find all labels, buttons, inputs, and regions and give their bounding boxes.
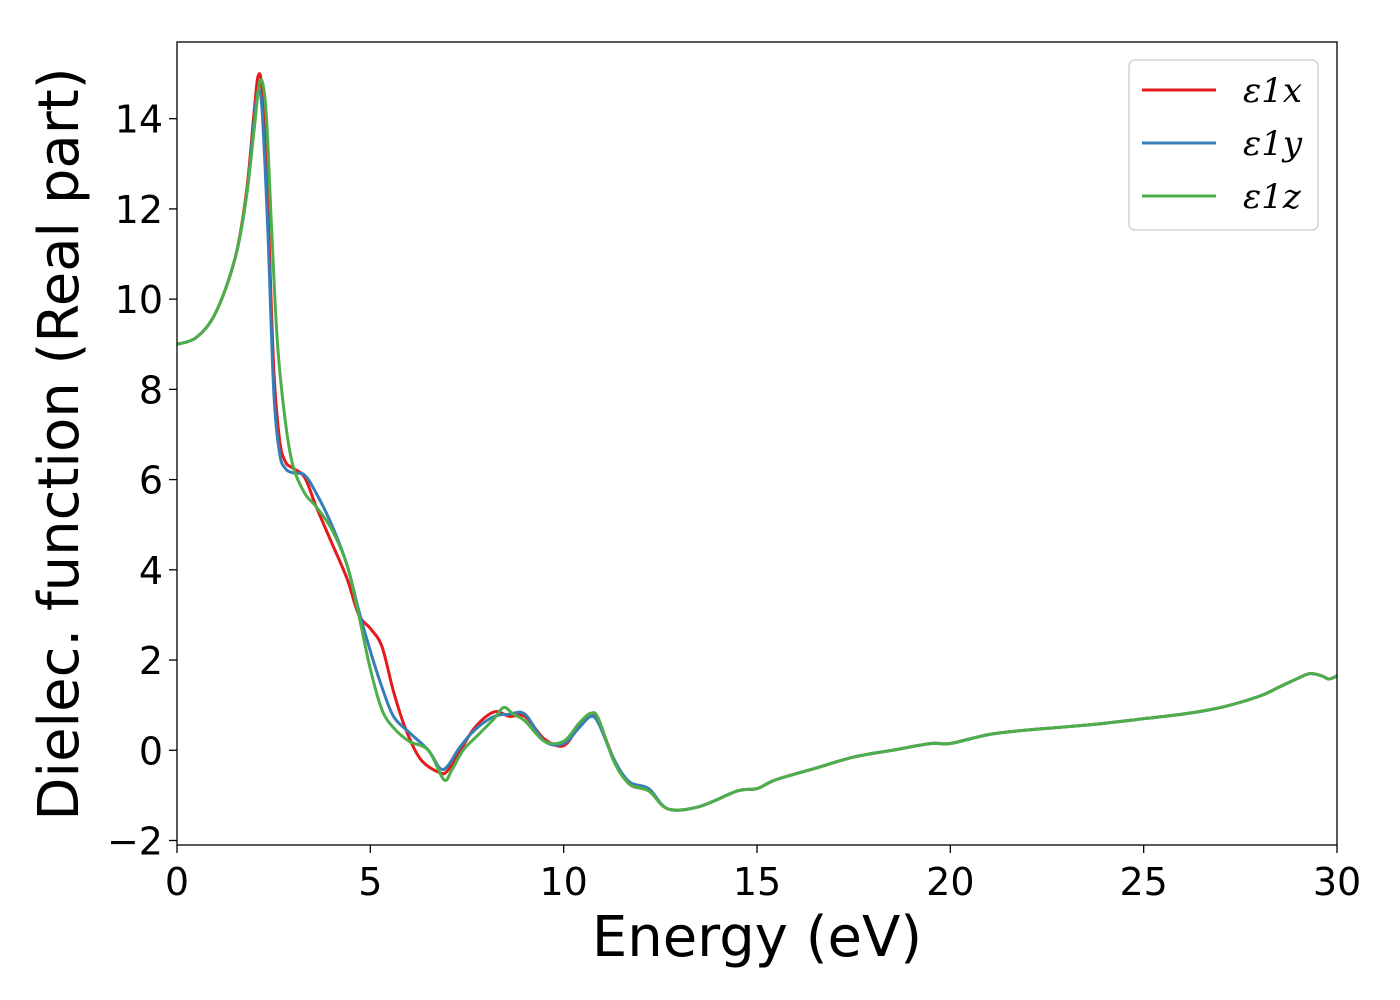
- y-tick-label: 4: [139, 549, 163, 593]
- legend: ε1x ε1y ε1z: [1128, 59, 1319, 231]
- x-tick-label: 30: [1313, 860, 1361, 904]
- y-tick-label: 0: [139, 729, 163, 773]
- legend-label-y: ε1y: [1243, 124, 1303, 164]
- y-tick-label: 2: [139, 639, 163, 683]
- y-tick-label: 6: [139, 459, 163, 503]
- legend-label-x: ε1x: [1243, 71, 1302, 111]
- legend-label-z: ε1z: [1243, 177, 1302, 217]
- legend-box: [1128, 59, 1319, 231]
- y-tick-label: 12: [115, 188, 163, 232]
- x-tick-label: 5: [358, 860, 382, 904]
- x-tick-label: 15: [733, 860, 781, 904]
- y-axis-title: Dielec. function (Real part): [27, 67, 92, 820]
- series-layer: [177, 72, 1337, 812]
- y-tick-label: −2: [107, 819, 163, 863]
- y-tick-label: 10: [115, 278, 163, 322]
- x-tick-label: 25: [1119, 860, 1167, 904]
- x-axis-ticks: 0 5 10 15 20 25 30: [165, 845, 1361, 904]
- series-line-z: [177, 78, 1337, 812]
- x-axis-title: Energy (eV): [592, 905, 922, 970]
- y-tick-label: 8: [139, 368, 163, 412]
- y-axis-ticks: −2 0 2 4 6 8 10 12 14: [107, 98, 177, 863]
- y-tick-label: 14: [115, 98, 163, 142]
- x-tick-label: 0: [165, 860, 189, 904]
- x-tick-label: 20: [926, 860, 974, 904]
- x-tick-label: 10: [539, 860, 587, 904]
